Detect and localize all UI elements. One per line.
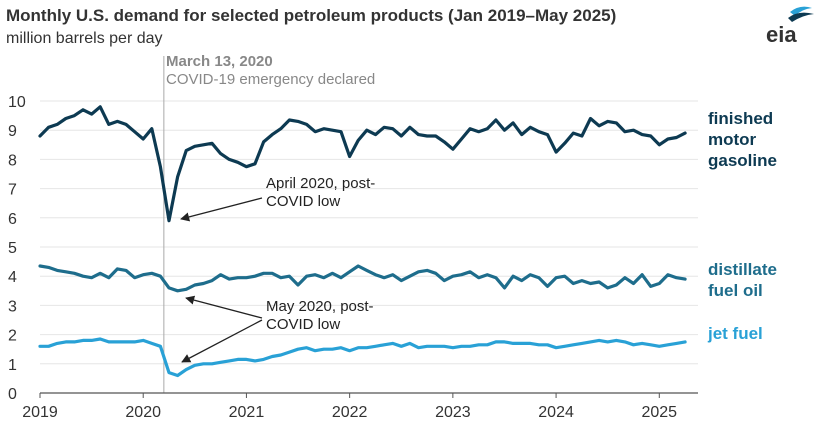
y-tick-label: 3: [8, 298, 17, 315]
event-text-annotation: COVID-19 emergency declared: [166, 71, 375, 88]
y-tick-label: 1: [8, 357, 17, 374]
jet-low-arrow: [181, 319, 263, 363]
gasoline-label-line3: gasoline: [708, 151, 777, 170]
gasoline-series-line: [38, 105, 687, 223]
jet-label: jet fuel: [707, 324, 763, 343]
x-tick-label: 2022: [332, 404, 368, 421]
x-tick-label: 2019: [22, 404, 58, 421]
y-tick-label: 7: [8, 182, 17, 199]
chart-title: Monthly U.S. demand for selected petrole…: [6, 6, 616, 25]
x-tick-label: 2021: [229, 404, 265, 421]
x-tick-label: 2025: [641, 404, 677, 421]
y-tick-label: 5: [8, 240, 17, 257]
y-tick-label: 6: [8, 211, 17, 228]
distillate-label-line1: distillate: [708, 260, 777, 279]
axes: 0 1 2 3 4 5 6 7 8 9 10 2019 2020 2021 2022 2023 2024 2025: [8, 94, 698, 421]
eia-logo-swoosh-icon: [790, 6, 812, 17]
eia-logo-text: eia: [766, 22, 797, 47]
y-tick-label: 10: [8, 94, 26, 111]
series-lines: [38, 105, 687, 378]
eia-logo: eia: [766, 6, 814, 47]
y-tick-label: 4: [8, 269, 17, 286]
event-date-annotation: March 13, 2020: [166, 53, 273, 70]
x-tick-label: 2024: [538, 404, 574, 421]
jet-low-annotation-line1: May 2020, post-: [266, 298, 374, 315]
y-tick-label: 0: [8, 386, 17, 403]
gas-low-annotation-line2: COVID low: [266, 193, 340, 210]
distillate-low-arrow: [185, 295, 263, 319]
distillate-series-line: [38, 264, 687, 293]
y-tick-label: 8: [8, 152, 17, 169]
gasoline-label-line2: motor: [708, 130, 757, 149]
y-tick-label: 2: [8, 328, 17, 345]
gridlines: [40, 100, 698, 365]
distillate-label-line2: fuel oil: [708, 281, 763, 300]
x-tick-label: 2020: [125, 404, 161, 421]
chart-subtitle: million barrels per day: [6, 30, 163, 47]
y-tick-label: 9: [8, 123, 17, 140]
eia-logo-swoosh-dark-icon: [788, 12, 814, 22]
x-tick-label: 2023: [435, 404, 471, 421]
jet-series-line: [38, 337, 687, 378]
gas-low-arrow: [180, 197, 263, 222]
gasoline-label-line1: finished: [708, 109, 773, 128]
gas-low-annotation-line1: April 2020, post-: [266, 175, 375, 192]
jet-low-annotation-line2: COVID low: [266, 316, 340, 333]
